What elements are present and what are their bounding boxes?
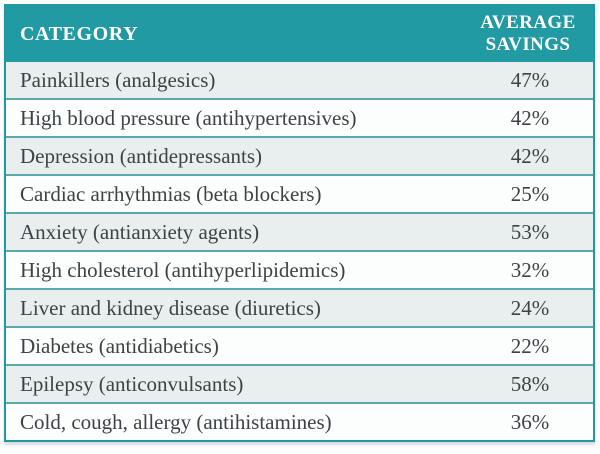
table-row: Liver and kidney disease (diuretics) 24% (6, 288, 593, 326)
savings-cell: 58% (510, 371, 550, 396)
category-cell: Liver and kidney disease (diuretics) (20, 295, 321, 320)
savings-cell: 42% (510, 105, 550, 130)
savings-cell: 22% (510, 333, 550, 358)
table-row: Anxiety (antianxiety agents) 53% (6, 212, 593, 250)
category-cell: Cold, cough, allergy (antihistamines) (20, 409, 332, 434)
table-row: Cold, cough, allergy (antihistamines) 36… (6, 402, 593, 440)
table-row: Depression (antidepressants) 42% (6, 136, 593, 174)
table-body: Painkillers (analgesics) 47% High blood … (6, 62, 593, 440)
table-header-row: CATEGORY AVERAGE SAVINGS (6, 6, 593, 62)
category-cell: High blood pressure (antihypertensives) (20, 105, 357, 130)
savings-table: CATEGORY AVERAGE SAVINGS Painkillers (an… (4, 4, 595, 442)
category-cell: Cardiac arrhythmias (beta blockers) (20, 181, 322, 206)
category-cell: Depression (antidepressants) (20, 143, 263, 168)
average-savings-column-header: AVERAGE SAVINGS (480, 12, 576, 55)
table-row: Painkillers (analgesics) 47% (6, 62, 593, 98)
category-cell: High cholesterol (antihyperlipidemics) (20, 257, 346, 282)
savings-cell: 24% (510, 295, 550, 320)
category-cell: Anxiety (antianxiety agents) (20, 219, 260, 244)
category-cell: Epilepsy (anticonvulsants) (20, 371, 244, 396)
savings-cell: 47% (510, 67, 550, 92)
savings-cell: 25% (510, 181, 550, 206)
category-column-header: CATEGORY (20, 22, 139, 45)
table-row: Epilepsy (anticonvulsants) 58% (6, 364, 593, 402)
table-row: Cardiac arrhythmias (beta blockers) 25% (6, 174, 593, 212)
table-row: Diabetes (antidiabetics) 22% (6, 326, 593, 364)
savings-cell: 32% (510, 257, 550, 282)
category-cell: Diabetes (antidiabetics) (20, 333, 219, 358)
savings-cell: 53% (510, 219, 550, 244)
table-row: High blood pressure (antihypertensives) … (6, 98, 593, 136)
savings-cell: 42% (510, 143, 550, 168)
category-cell: Painkillers (analgesics) (20, 67, 216, 92)
savings-cell: 36% (510, 409, 550, 434)
table-row: High cholesterol (antihyperlipidemics) 3… (6, 250, 593, 288)
